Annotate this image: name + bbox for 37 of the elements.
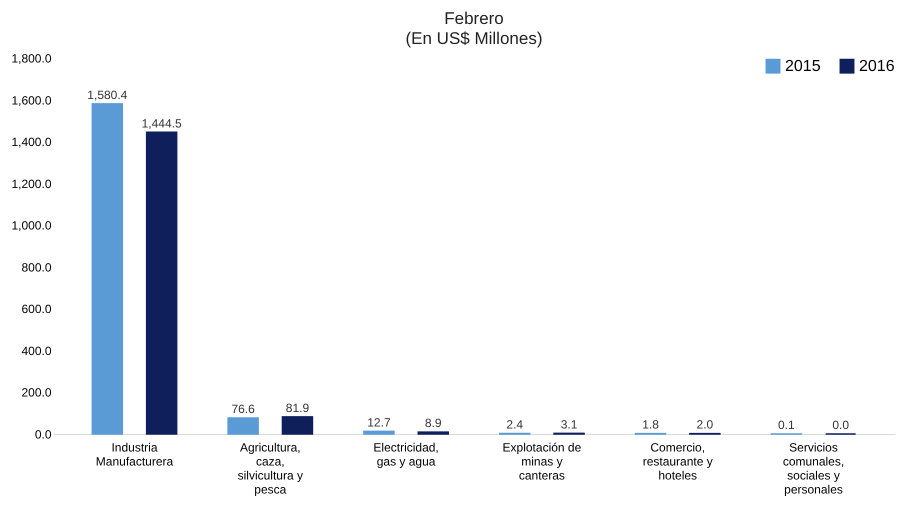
- y-tick-label: 1,200.0: [11, 176, 52, 191]
- y-tick-label: 800.0: [21, 260, 52, 274]
- x-tick-label: Electricidad, gas y agua: [373, 440, 439, 468]
- data-label: 1,580.4: [87, 88, 128, 102]
- bar: [146, 132, 178, 435]
- y-tick-label: 200.0: [21, 386, 52, 400]
- bar: [92, 103, 124, 435]
- data-label: 3.1: [560, 417, 578, 432]
- x-tick-label: Agricultura, caza, silvicultura y pesca: [238, 440, 303, 496]
- data-label: 81.9: [286, 400, 310, 415]
- data-label: 1,444.5: [142, 116, 182, 130]
- data-label: 0.0: [832, 418, 850, 432]
- y-tick-label: 400.0: [21, 344, 52, 358]
- x-tick-label: Explotación de minas y canteras: [502, 440, 582, 482]
- data-label: 1.8: [642, 418, 660, 432]
- data-label: 76.6: [231, 402, 256, 416]
- data-label: 2.0: [696, 418, 714, 432]
- y-tick-label: 1,600.0: [11, 93, 52, 108]
- y-tick-label: 1,000.0: [11, 218, 52, 233]
- y-tick-label: 1,800.0: [11, 52, 52, 66]
- x-tick-label: Industria Manufacturera: [96, 440, 174, 468]
- chart-title: Febrero: [444, 9, 504, 28]
- legend-label: 2015: [785, 58, 821, 76]
- x-tick-label: Comercio, restaurante y hoteles: [642, 440, 713, 482]
- data-label: 12.7: [367, 415, 391, 430]
- y-tick-label: 600.0: [21, 302, 52, 316]
- bar: [363, 430, 395, 435]
- y-tick-label: 1,400.0: [11, 135, 52, 150]
- chart-subtitle: (En US$ Millones): [406, 29, 542, 48]
- data-label: 2.4: [506, 418, 524, 432]
- legend-label: 2016: [859, 58, 895, 76]
- data-label: 8.9: [424, 416, 442, 430]
- y-tick-label: 0.0: [34, 428, 52, 442]
- x-tick-label: Servicios comunales, sociales y personales: [782, 440, 844, 496]
- bar: [227, 417, 259, 435]
- bar: [282, 416, 314, 435]
- data-label: 0.1: [778, 418, 796, 432]
